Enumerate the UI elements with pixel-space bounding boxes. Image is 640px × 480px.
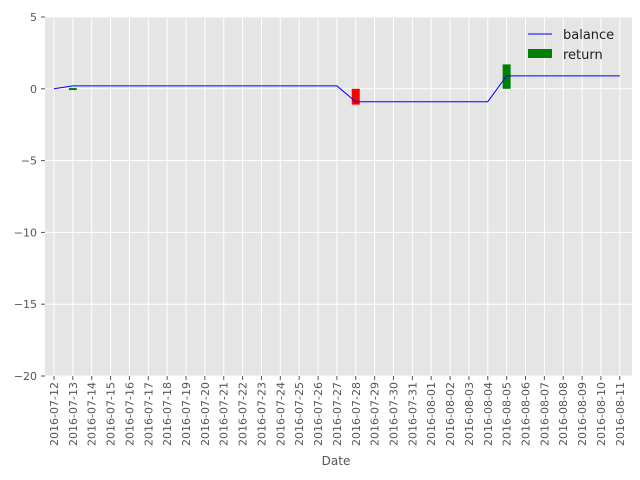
- x-tick-label: 2016-07-24: [274, 382, 287, 446]
- plot-background: [45, 17, 632, 376]
- x-tick-label: 2016-07-18: [161, 382, 174, 446]
- x-tick-label: 2016-07-14: [86, 382, 99, 446]
- legend-return-label: return: [563, 48, 603, 63]
- x-tick-label: 2016-07-26: [312, 382, 325, 446]
- x-tick-label: 2016-07-15: [105, 382, 118, 446]
- legend: balance return: [528, 28, 614, 63]
- x-tick-label: 2016-07-29: [369, 382, 382, 446]
- x-tick-label: 2016-07-22: [237, 382, 250, 446]
- balance-line-layer: [53, 75, 620, 103]
- x-tick-label: 2016-08-05: [501, 382, 514, 446]
- y-tick-label: 5: [30, 11, 37, 24]
- x-tick-label: 2016-08-03: [463, 382, 476, 446]
- x-tick-label: 2016-08-11: [614, 382, 627, 446]
- return-bar: [351, 88, 360, 105]
- x-tick-label: 2016-07-20: [199, 382, 212, 446]
- x-tick-label: 2016-07-17: [142, 382, 155, 446]
- x-tick-label: 2016-07-19: [180, 382, 193, 446]
- x-tick-label: 2016-07-28: [350, 382, 363, 446]
- y-tick-label: −10: [14, 226, 37, 239]
- x-tick-label: 2016-07-27: [331, 382, 344, 446]
- x-tick-label: 2016-08-02: [444, 382, 457, 446]
- y-tick-label: 0: [30, 83, 37, 96]
- y-axis-ticks: 5 0 −5 −10 −15 −20: [14, 11, 45, 383]
- x-axis-ticks: 2016-07-12 2016-07-13 2016-07-14 2016-07-15…: [48, 376, 627, 446]
- x-tick-label: 2016-08-09: [576, 382, 589, 446]
- x-tick-label: 2016-07-30: [387, 382, 400, 446]
- x-tick-label: 2016-08-10: [595, 382, 608, 446]
- x-tick-label: 2016-07-16: [123, 382, 136, 446]
- x-tick-label: 2016-08-01: [425, 382, 438, 446]
- x-tick-label: 2016-08-08: [557, 382, 570, 446]
- x-tick-label: 2016-08-06: [520, 382, 533, 446]
- x-tick-label: 2016-08-04: [482, 382, 495, 446]
- x-tick-label: 2016-08-07: [538, 382, 551, 446]
- y-tick-label: −20: [14, 370, 37, 383]
- y-tick-label: −15: [14, 298, 37, 311]
- x-tick-label: 2016-07-25: [293, 382, 306, 446]
- y-tick-label: −5: [21, 155, 37, 168]
- x-tick-label: 2016-07-31: [406, 382, 419, 446]
- legend-balance-label: balance: [563, 28, 614, 43]
- x-tick-label: 2016-07-13: [67, 382, 80, 446]
- return-bar: [68, 88, 77, 91]
- x-axis-title: Date: [322, 454, 351, 468]
- balance-line: [53, 75, 620, 103]
- x-tick-label: 2016-07-12: [48, 382, 61, 446]
- x-tick-label: 2016-07-21: [218, 382, 231, 446]
- legend-return-swatch: [528, 49, 552, 58]
- grid-lines: [45, 16, 632, 377]
- x-tick-label: 2016-07-23: [255, 382, 268, 446]
